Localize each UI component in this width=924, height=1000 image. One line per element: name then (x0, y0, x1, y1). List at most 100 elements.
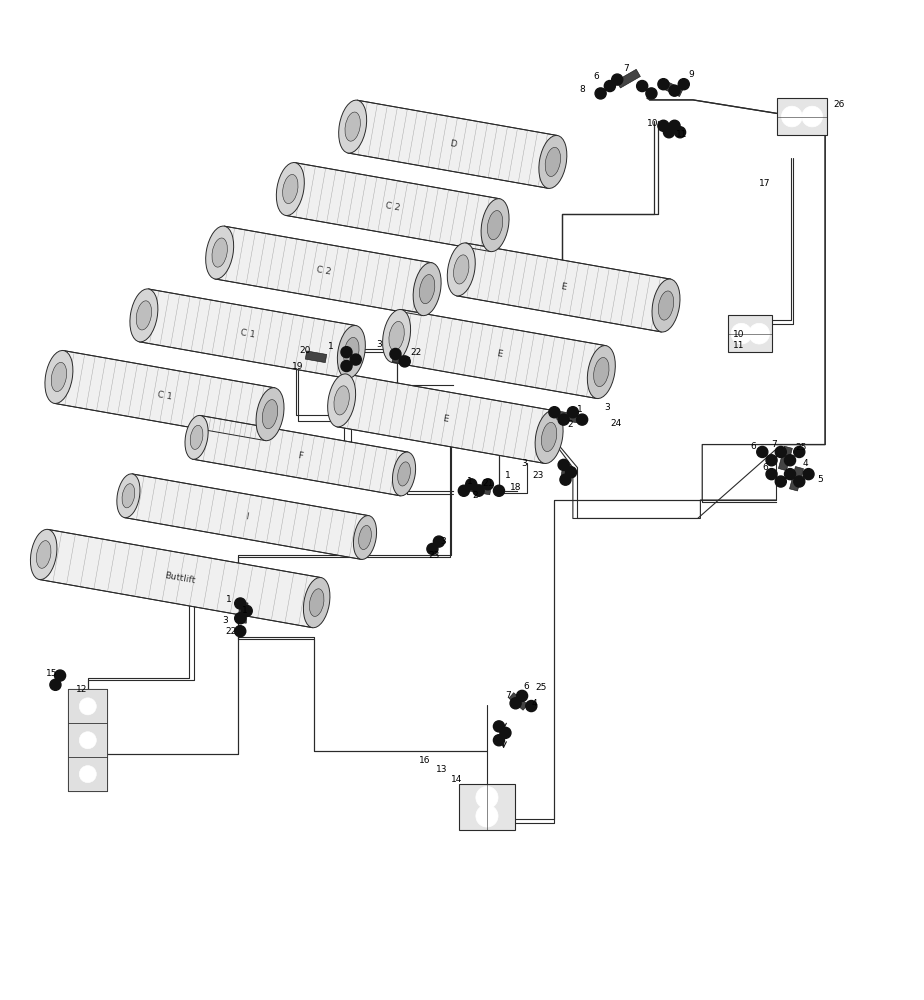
Circle shape (612, 74, 623, 85)
Circle shape (235, 598, 246, 609)
Text: 18: 18 (510, 483, 521, 492)
Ellipse shape (419, 275, 435, 304)
Ellipse shape (116, 474, 140, 518)
Text: C 1: C 1 (156, 390, 173, 401)
Polygon shape (392, 310, 606, 398)
Circle shape (782, 106, 802, 127)
Polygon shape (125, 474, 369, 559)
Ellipse shape (535, 410, 563, 463)
Text: 3: 3 (376, 340, 382, 349)
Ellipse shape (541, 422, 557, 452)
Circle shape (79, 766, 96, 783)
Ellipse shape (658, 291, 674, 320)
Ellipse shape (652, 279, 680, 332)
Ellipse shape (206, 226, 234, 279)
Text: 20: 20 (299, 346, 310, 355)
Circle shape (558, 414, 569, 425)
Circle shape (79, 698, 96, 715)
Circle shape (526, 701, 537, 712)
Ellipse shape (353, 516, 377, 559)
Circle shape (79, 732, 96, 749)
Text: 19: 19 (292, 362, 303, 371)
Circle shape (567, 407, 578, 418)
Polygon shape (238, 602, 248, 623)
Ellipse shape (328, 374, 356, 427)
Polygon shape (778, 446, 793, 471)
Text: 1: 1 (226, 595, 232, 604)
Polygon shape (789, 467, 804, 491)
Text: E: E (495, 349, 503, 359)
Text: 23: 23 (429, 551, 440, 560)
Text: 6: 6 (762, 463, 768, 472)
Circle shape (766, 469, 777, 480)
Circle shape (669, 85, 680, 96)
Circle shape (731, 323, 752, 344)
Text: 14: 14 (451, 775, 462, 784)
Ellipse shape (190, 425, 203, 449)
Ellipse shape (393, 452, 416, 496)
Circle shape (794, 476, 805, 487)
Ellipse shape (413, 263, 441, 316)
Text: 22: 22 (410, 348, 421, 357)
Ellipse shape (30, 529, 57, 580)
Circle shape (675, 127, 686, 138)
Ellipse shape (545, 147, 561, 176)
Text: 21: 21 (482, 479, 493, 488)
Circle shape (663, 127, 675, 138)
Ellipse shape (256, 388, 284, 441)
Ellipse shape (383, 309, 410, 362)
Ellipse shape (283, 174, 298, 204)
Text: 9: 9 (688, 70, 694, 79)
Circle shape (476, 786, 498, 809)
Ellipse shape (539, 135, 566, 188)
Text: 22: 22 (225, 627, 237, 636)
Ellipse shape (212, 238, 227, 267)
Text: 2: 2 (567, 420, 573, 429)
Text: 8: 8 (579, 85, 585, 94)
Circle shape (493, 721, 505, 732)
Text: 3: 3 (604, 403, 610, 412)
Circle shape (558, 459, 569, 470)
Circle shape (476, 805, 498, 827)
Polygon shape (616, 69, 640, 88)
Ellipse shape (276, 163, 304, 216)
Circle shape (493, 735, 505, 746)
Text: 24: 24 (611, 419, 622, 428)
Circle shape (350, 354, 361, 365)
Ellipse shape (389, 321, 405, 351)
Text: 10: 10 (647, 119, 658, 128)
Text: I: I (245, 512, 249, 521)
Circle shape (678, 79, 689, 90)
Text: D: D (448, 139, 457, 149)
Text: C 1: C 1 (239, 328, 256, 339)
Text: 7: 7 (772, 440, 777, 449)
Circle shape (390, 348, 401, 360)
Circle shape (399, 356, 410, 367)
Ellipse shape (310, 589, 324, 616)
Text: 23: 23 (532, 471, 543, 480)
Ellipse shape (454, 255, 469, 284)
Text: 25: 25 (536, 683, 547, 692)
Bar (68, 689, 107, 723)
Circle shape (577, 414, 588, 425)
Circle shape (500, 727, 511, 738)
Circle shape (646, 88, 657, 99)
Polygon shape (337, 374, 553, 463)
Ellipse shape (339, 100, 367, 153)
Polygon shape (40, 529, 321, 628)
Text: 1: 1 (328, 342, 334, 351)
Circle shape (458, 485, 469, 496)
Text: 6: 6 (524, 682, 529, 691)
Circle shape (565, 467, 577, 478)
Circle shape (784, 455, 796, 466)
Circle shape (341, 360, 352, 372)
Polygon shape (305, 351, 327, 363)
Text: 26: 26 (833, 100, 845, 109)
Polygon shape (140, 289, 356, 378)
Polygon shape (55, 351, 274, 441)
Text: 3: 3 (223, 616, 228, 625)
Text: C 2: C 2 (384, 201, 401, 213)
Polygon shape (456, 243, 671, 332)
Ellipse shape (122, 484, 135, 508)
Ellipse shape (45, 350, 73, 403)
